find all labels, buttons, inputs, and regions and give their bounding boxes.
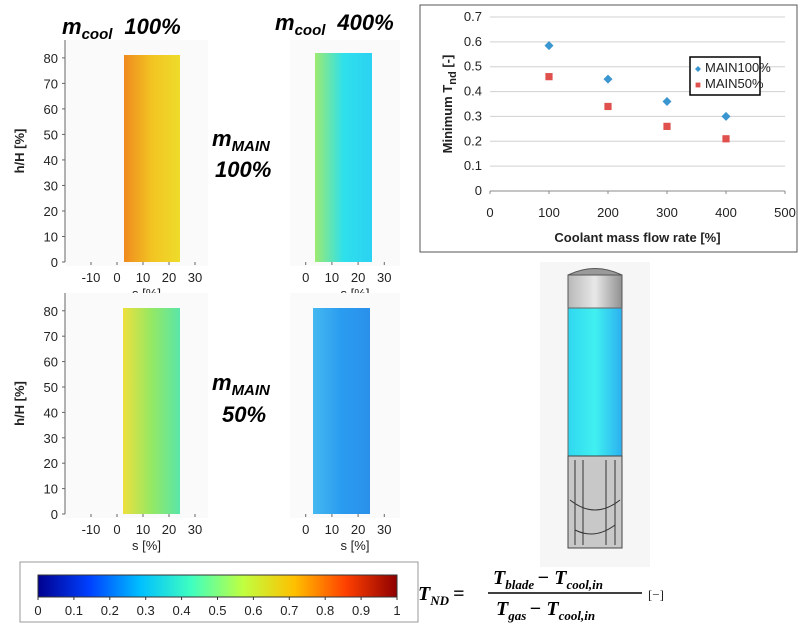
x-tick-label: 10	[136, 522, 150, 537]
x-tick-label: 30	[188, 522, 202, 537]
colorbar-tick-label: 0.9	[352, 603, 370, 618]
x-tick-label: 20	[162, 522, 176, 537]
y-tick-label: 0.1	[464, 158, 482, 173]
x-tick-label: 500	[774, 205, 796, 220]
y-tick-label: 0	[51, 255, 58, 270]
page: {"chart_data":[ {"type":"scatter","xlabe…	[0, 0, 801, 627]
x-tick-label: 10	[325, 270, 339, 285]
equation-lhs: TND=	[418, 583, 464, 608]
x-tick-label: 100	[538, 205, 560, 220]
y-tick-label: 60	[44, 355, 58, 370]
y-tick-label: 10	[44, 229, 58, 244]
x-tick-label: 20	[351, 270, 365, 285]
y-tick-label: 0	[475, 183, 482, 198]
colorbar-tick-label: 0.4	[173, 603, 191, 618]
x-tick-label: 20	[351, 522, 365, 537]
x-tick-label: 200	[597, 205, 619, 220]
legend-marker	[696, 83, 701, 88]
x-tick-label: 10	[136, 270, 150, 285]
equation-numerator: Tblade− Tcool,in	[493, 567, 603, 592]
y-tick-label: 0	[51, 507, 58, 522]
y-tick-label: 80	[44, 51, 58, 66]
contour-field	[124, 55, 180, 262]
x-tick-label: 0	[113, 270, 120, 285]
marker	[663, 123, 670, 130]
x-tick-label: 0	[113, 522, 120, 537]
marker	[604, 103, 611, 110]
x-tick-label: -10	[82, 522, 101, 537]
y-axis-label-part: Minimum T	[440, 85, 455, 154]
marker	[722, 135, 729, 142]
x-tick-label: 400	[715, 205, 737, 220]
x-tick-label: 30	[377, 522, 391, 537]
marker	[545, 73, 552, 80]
y-tick-label: 30	[44, 431, 58, 446]
y-tick-label: 0.3	[464, 108, 482, 123]
row-label: mMAIN	[212, 126, 271, 155]
y-tick-label: 40	[44, 153, 58, 168]
legend-label: MAIN50%	[705, 76, 764, 91]
colorbar-tick-label: 0.1	[65, 603, 83, 618]
x-axis-label: s [%]	[132, 538, 161, 553]
y-tick-label: 20	[44, 204, 58, 219]
row-label: 100%	[215, 157, 271, 182]
y-tick-label: 60	[44, 102, 58, 117]
y-tick-label: 0.2	[464, 133, 482, 148]
y-tick-label: 0.6	[464, 34, 482, 49]
x-tick-label: 300	[656, 205, 678, 220]
row-label: mMAIN	[212, 370, 271, 399]
x-tick-label: 30	[377, 270, 391, 285]
legend-label: MAIN100%	[705, 60, 771, 75]
y-tick-label: 0.5	[464, 59, 482, 74]
y-tick-label: 80	[44, 304, 58, 319]
x-tick-label: 20	[162, 270, 176, 285]
y-tick-label: 40	[44, 405, 58, 420]
colorbar-tick-label: 0.2	[101, 603, 119, 618]
x-tick-label: 10	[325, 522, 339, 537]
colorbar-tick-label: 1	[393, 603, 400, 618]
x-tick-label: 0	[302, 522, 309, 537]
x-axis-label: Coolant mass flow rate [%]	[554, 230, 720, 245]
colorbar-tick-label: 0.5	[208, 603, 226, 618]
y-axis-label: h/H [%]	[12, 129, 27, 174]
x-tick-label: -10	[82, 270, 101, 285]
row-label: 50%	[222, 402, 266, 427]
x-tick-label: 0	[486, 205, 493, 220]
colorbar-tick-label: 0.7	[280, 603, 298, 618]
colorbar-tick-label: 0.8	[316, 603, 334, 618]
x-tick-label: 0	[302, 270, 309, 285]
x-axis-label: s [%]	[341, 538, 370, 553]
equation-denominator: Tgas− Tcool,in	[496, 598, 595, 623]
colorbar-tick-label: 0	[34, 603, 41, 618]
y-tick-label: 70	[44, 329, 58, 344]
y-tick-label: 70	[44, 76, 58, 91]
contour-field	[315, 53, 372, 262]
colorbar	[38, 575, 397, 597]
y-tick-label: 0.7	[464, 9, 482, 24]
x-tick-label: 30	[188, 270, 202, 285]
figure: mcool100% mcool400% mMAIN 100% mMAIN 50%…	[0, 0, 801, 627]
y-tick-label: 50	[44, 380, 58, 395]
y-tick-label: 50	[44, 127, 58, 142]
colorbar-tick-label: 0.3	[137, 603, 155, 618]
y-axis-label: h/H [%]	[12, 381, 27, 426]
equation-unit: [−]	[648, 587, 664, 602]
y-axis-label-part: [-]	[440, 55, 455, 72]
blade-render	[540, 262, 650, 567]
colorbar-tick-label: 0.6	[244, 603, 262, 618]
y-tick-label: 20	[44, 456, 58, 471]
y-tick-label: 30	[44, 178, 58, 193]
y-tick-label: 0.4	[464, 84, 482, 99]
y-axis-label-part: nd	[447, 71, 459, 84]
contour-field	[123, 308, 180, 514]
y-tick-label: 10	[44, 482, 58, 497]
contour-field	[313, 308, 370, 514]
